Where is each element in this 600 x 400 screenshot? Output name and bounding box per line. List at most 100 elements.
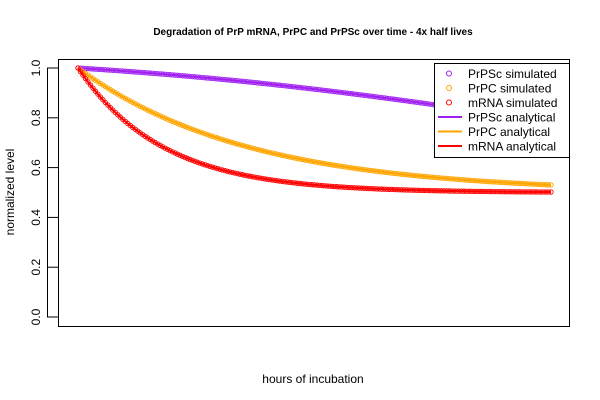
point-prpsc [192, 74, 198, 80]
point-prpc [416, 173, 422, 179]
point-prpsc [130, 69, 136, 75]
point-mrna [443, 188, 450, 194]
point-prpsc [396, 97, 402, 103]
point-mrna [207, 163, 213, 170]
y-axis: 0.0 0.2 0.4 0.6 0.8 1.0 [29, 59, 58, 325]
point-prpc [376, 168, 382, 175]
point-prpc [471, 177, 477, 184]
point-prpsc [167, 72, 173, 78]
point-mrna [518, 189, 524, 195]
point-prpsc [137, 69, 143, 75]
point-mrna [520, 189, 527, 195]
point-prpc [468, 177, 474, 184]
chart-title: Degradation of PrP mRNA, PrPC and PrPSc … [153, 27, 473, 38]
point-prpsc [164, 71, 171, 78]
point-mrna [237, 171, 243, 177]
point-prpc [269, 150, 275, 156]
point-mrna [421, 187, 427, 194]
point-mrna [202, 162, 208, 168]
point-prpc [511, 180, 517, 186]
point-prpc [164, 116, 171, 122]
point-prpc [281, 153, 288, 159]
point-mrna [386, 186, 392, 193]
point-prpsc [107, 67, 114, 73]
point-mrna [511, 189, 517, 195]
point-prpsc [374, 94, 380, 100]
point-prpsc [384, 95, 390, 101]
point-prpsc [197, 74, 203, 80]
point-prpc [488, 179, 494, 185]
point-prpsc [306, 85, 313, 92]
point-prpc [453, 176, 460, 182]
point-prpsc [286, 83, 293, 89]
point-prpc [324, 161, 330, 167]
point-mrna [528, 189, 534, 195]
point-prpc [379, 169, 385, 175]
point-prpsc [169, 72, 176, 78]
point-prpsc [115, 68, 121, 74]
point-mrna [87, 82, 94, 88]
point-prpc [286, 154, 293, 160]
point-prpc [262, 148, 268, 154]
point-prpsc [85, 65, 91, 72]
point-mrna [356, 185, 362, 191]
legend-point-marker [446, 85, 452, 91]
point-mrna [167, 148, 173, 154]
point-mrna [525, 189, 532, 195]
point-prpc [182, 123, 188, 130]
point-mrna [262, 176, 268, 182]
point-prpc [336, 163, 343, 169]
point-prpsc [229, 77, 236, 83]
legend-item: PrPC simulated [446, 82, 551, 96]
point-prpc [438, 175, 445, 181]
point-prpsc [110, 67, 116, 73]
point-mrna [296, 180, 303, 187]
point-prpsc [219, 76, 226, 83]
point-prpsc [281, 83, 288, 89]
point-mrna [401, 187, 407, 193]
point-prpc [202, 131, 208, 137]
point-prpc [543, 182, 549, 188]
point-mrna [506, 189, 512, 195]
point-prpc [152, 111, 158, 117]
point-mrna [304, 181, 310, 187]
point-prpc [411, 172, 417, 179]
point-prpsc [381, 95, 387, 101]
point-mrna [456, 188, 462, 194]
point-mrna [515, 189, 522, 195]
point-prpc [483, 178, 489, 185]
point-mrna [413, 187, 420, 193]
point-prpsc [199, 74, 206, 81]
point-prpc [448, 176, 455, 182]
point-prpc [291, 155, 298, 161]
legend-label: PrPSc analytical [468, 111, 555, 125]
point-prpc [403, 172, 410, 178]
point-mrna [408, 187, 415, 193]
point-prpsc [336, 89, 343, 95]
point-prpc [174, 120, 181, 127]
point-mrna [316, 182, 323, 189]
point-prpc [242, 143, 248, 149]
point-mrna [431, 188, 437, 194]
point-prpsc [364, 92, 370, 99]
point-prpc [525, 181, 532, 187]
point-prpc [451, 176, 457, 182]
point-prpsc [135, 69, 141, 75]
point-prpsc [259, 80, 265, 86]
point-prpsc [102, 67, 109, 73]
point-mrna [162, 145, 168, 151]
point-prpsc [359, 92, 365, 98]
point-prpsc [389, 96, 395, 102]
point-mrna [530, 189, 537, 195]
point-prpsc [97, 66, 104, 73]
point-prpc [508, 180, 514, 186]
point-prpsc [202, 75, 208, 81]
point-prpsc [234, 78, 240, 84]
point-prpc [384, 169, 390, 176]
point-prpsc [289, 83, 295, 90]
point-prpc [418, 173, 425, 179]
point-prpsc [232, 77, 238, 84]
y-tick-label: 1.0 [29, 59, 43, 76]
point-mrna [267, 176, 273, 183]
point-prpc [259, 148, 265, 154]
